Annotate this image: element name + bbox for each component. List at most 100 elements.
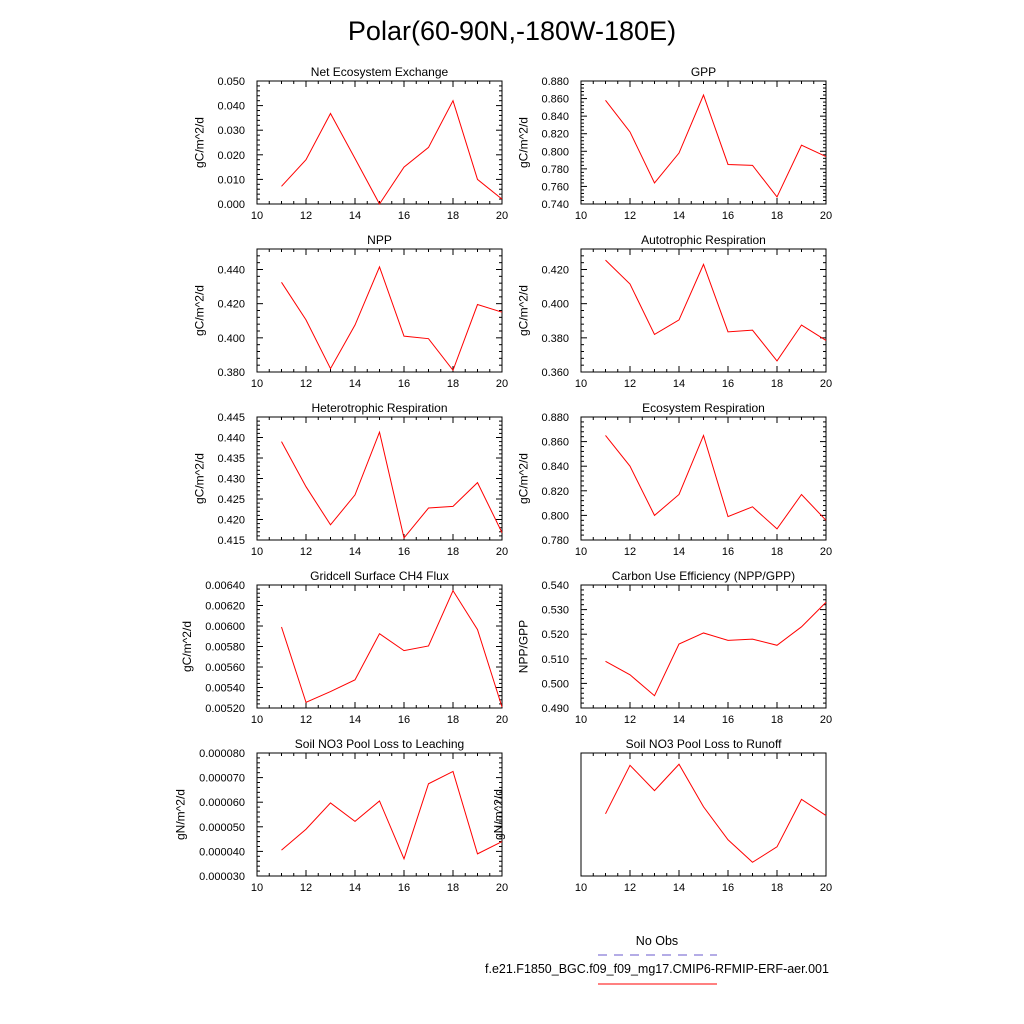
chart-panel-8: Carbon Use Efficiency (NPP/GPP) 10 12 14 16 1… <box>517 569 833 726</box>
x-tick-label: 16 <box>722 546 734 558</box>
x-tick-label: 20 <box>496 546 508 558</box>
x-tick-label: 20 <box>496 378 508 390</box>
x-tick-label: 18 <box>771 210 783 222</box>
series-line <box>281 265 503 372</box>
y-tick-label: 0.000030 <box>199 871 245 883</box>
x-tick-label: 12 <box>300 210 312 222</box>
y-tick-label: 0.00620 <box>205 601 245 613</box>
legend: No Obs f.e21.F1850_BGC.f09_f09_mg17.CMIP… <box>485 934 829 985</box>
x-tick-label: 16 <box>722 714 734 726</box>
x-tick-label: 18 <box>771 378 783 390</box>
x-tick-label: 14 <box>673 882 685 894</box>
series-line <box>605 433 827 530</box>
y-tick-label: 0.000 <box>217 199 245 211</box>
x-tick-label: 20 <box>496 882 508 894</box>
x-tick-label: 20 <box>820 378 832 390</box>
y-tick-label: 0.000060 <box>199 797 245 809</box>
x-tick-label: 12 <box>624 210 636 222</box>
x-tick-label: 16 <box>398 714 410 726</box>
y-tick-label: 0.00640 <box>205 580 245 592</box>
panel-title: Soil NO3 Pool Loss to Runoff <box>626 737 783 751</box>
plot-frame <box>580 80 827 205</box>
x-tick-label: 18 <box>447 714 459 726</box>
y-axis-label: gC/m^2/d <box>517 285 531 336</box>
series-line <box>605 763 827 863</box>
x-tick-label: 10 <box>251 882 263 894</box>
y-tick-label: 0.020 <box>217 150 245 162</box>
panel-title: Autotrophic Respiration <box>641 233 766 247</box>
y-tick-label: 0.860 <box>541 94 569 106</box>
x-tick-label: 16 <box>722 210 734 222</box>
panel-title: Carbon Use Efficiency (NPP/GPP) <box>612 569 795 583</box>
y-tick-label: 0.800 <box>541 510 569 522</box>
x-tick-label: 10 <box>575 546 587 558</box>
y-tick-label: 0.00520 <box>205 703 245 715</box>
x-tick-label: 20 <box>496 210 508 222</box>
chart-panel-1: Net Ecosystem Exchange 10 12 14 16 18 20 0.000 0… <box>193 65 509 222</box>
y-tick-label: 0.800 <box>541 146 569 158</box>
plot-frame <box>580 584 827 709</box>
x-tick-label: 14 <box>349 546 361 558</box>
y-tick-label: 0.040 <box>217 101 245 113</box>
panel-title: Soil NO3 Pool Loss to Leaching <box>295 737 464 751</box>
y-tick-label: 0.880 <box>541 412 569 424</box>
y-tick-label: 0.540 <box>541 580 569 592</box>
y-tick-label: 0.840 <box>541 111 569 123</box>
chart-panel-6: Ecosystem Respiration 10 12 14 16 18 20 0.780 0.… <box>517 401 833 558</box>
x-tick-label: 16 <box>722 378 734 390</box>
x-tick-label: 16 <box>398 378 410 390</box>
x-tick-label: 10 <box>575 210 587 222</box>
chart-panel-9: Soil NO3 Pool Loss to Leaching 10 12 14 16 18… <box>174 737 509 894</box>
x-tick-label: 20 <box>820 714 832 726</box>
x-tick-label: 12 <box>300 378 312 390</box>
x-tick-label: 10 <box>251 378 263 390</box>
x-tick-label: 12 <box>300 714 312 726</box>
y-tick-label: 0.425 <box>217 494 245 506</box>
y-tick-label: 0.000040 <box>199 846 245 858</box>
y-tick-label: 0.780 <box>541 164 569 176</box>
x-tick-label: 14 <box>673 210 685 222</box>
y-tick-label: 0.000070 <box>199 773 245 785</box>
y-axis-label: gC/m^2/d <box>180 621 194 672</box>
panel-title: Net Ecosystem Exchange <box>311 65 449 79</box>
chart-panel-10: Soil NO3 Pool Loss to Runoff 10 12 14 16 18 20… <box>491 737 832 894</box>
plot-frame <box>256 80 503 205</box>
chart-panel-4: Autotrophic Respiration 10 12 14 16 18 20 0.360… <box>517 233 833 390</box>
y-axis-label: gC/m^2/d <box>193 117 207 168</box>
x-tick-label: 10 <box>575 714 587 726</box>
series-line <box>605 93 827 198</box>
y-tick-label: 0.360 <box>541 367 569 379</box>
x-tick-label: 18 <box>447 378 459 390</box>
x-tick-label: 10 <box>575 882 587 894</box>
y-tick-label: 0.00540 <box>205 683 245 695</box>
x-tick-label: 20 <box>820 882 832 894</box>
y-axis-label: gC/m^2/d <box>517 117 531 168</box>
x-tick-label: 20 <box>820 210 832 222</box>
x-tick-label: 14 <box>349 210 361 222</box>
x-tick-label: 12 <box>624 546 636 558</box>
panel-title: GPP <box>691 65 716 79</box>
x-tick-label: 14 <box>349 882 361 894</box>
y-tick-label: 0.530 <box>541 605 569 617</box>
y-tick-label: 0.440 <box>217 433 245 445</box>
legend-obs-label: No Obs <box>636 934 678 948</box>
panel-title: Gridcell Surface CH4 Flux <box>310 569 449 583</box>
y-tick-label: 0.000080 <box>199 748 245 760</box>
y-tick-label: 0.050 <box>217 76 245 88</box>
y-axis-label: gN/m^2/d <box>491 789 505 840</box>
x-tick-label: 10 <box>251 546 263 558</box>
x-tick-label: 10 <box>251 714 263 726</box>
y-tick-label: 0.860 <box>541 437 569 449</box>
x-tick-label: 14 <box>673 546 685 558</box>
x-tick-label: 18 <box>771 882 783 894</box>
y-tick-label: 0.880 <box>541 76 569 88</box>
y-axis-label: NPP/GPP <box>517 620 531 673</box>
y-tick-label: 0.820 <box>541 486 569 498</box>
x-tick-label: 12 <box>624 882 636 894</box>
y-tick-label: 0.490 <box>541 703 569 715</box>
x-tick-label: 16 <box>398 210 410 222</box>
y-tick-label: 0.430 <box>217 474 245 486</box>
series-line <box>281 99 503 205</box>
